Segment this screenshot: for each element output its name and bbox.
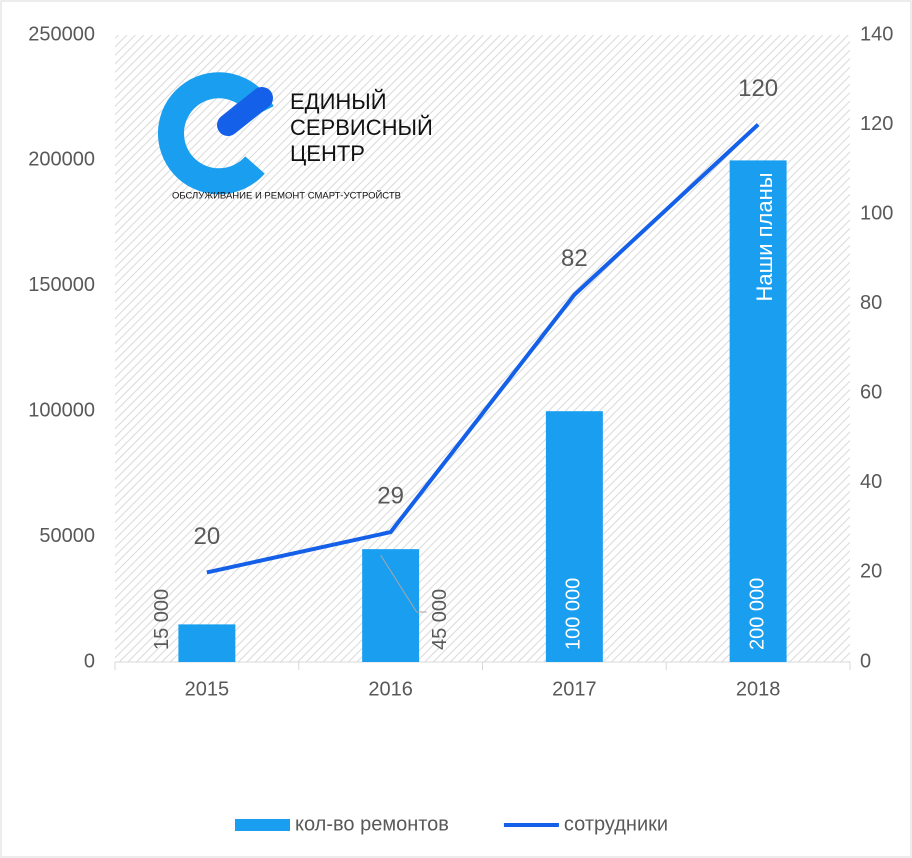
logo-text: ЕДИНЫЙ [290,89,387,114]
y2-tick-label: 60 [860,382,882,404]
y2-tick-label: 140 [860,23,893,45]
x-tick-label: 2017 [552,678,597,700]
leader-line [380,554,427,613]
logo-text: ЦЕНТР [290,141,365,166]
data-label: 29 [377,482,404,509]
bar [178,624,236,662]
y-tick-label: 0 [84,650,95,672]
x-tick-label: 2018 [736,678,781,700]
logo: ЕДИНЫЙ СЕРВИСНЫЙ ЦЕНТР ОБСЛУЖИВАНИЕ И РЕ… [158,72,433,202]
y-tick-label: 50000 [39,525,95,547]
bar [362,549,420,662]
annotation: Наши планы [752,172,777,301]
data-label: 15 000 [151,589,173,650]
legend-swatch [235,819,290,831]
bar [545,411,603,662]
bar [729,160,787,662]
plot-area [115,35,850,662]
y-tick-label: 100000 [28,399,95,421]
y2-tick-label: 0 [860,650,871,672]
legend-label: сотрудники [564,813,668,835]
y-tick-label: 250000 [28,23,95,45]
data-label: 200 000 [746,578,768,650]
y2-tick-label: 40 [860,471,882,493]
legend-label: кол-во ремонтов [295,813,449,835]
data-label: 100 000 [563,578,585,650]
data-label: 20 [194,523,221,550]
y2-tick-label: 100 [860,202,893,224]
y-tick-label: 150000 [28,274,95,296]
y2-tick-label: 80 [860,292,882,314]
y-tick-label: 200000 [28,149,95,171]
y2-tick-label: 120 [860,113,893,135]
x-tick-label: 2016 [368,678,413,700]
line [206,123,760,575]
y2-tick-label: 20 [860,561,882,583]
data-label: 45 000 [429,589,451,650]
data-label: 120 [738,75,778,102]
logo-ring [158,72,274,195]
x-tick-label: 2015 [185,678,230,700]
data-label: 82 [561,245,588,272]
logo-stroke [217,87,273,136]
logo-text: СЕРВИСНЫЙ [290,115,433,140]
logo-tagline: ОБСЛУЖИВАНИЕ И РЕМОНТ СМАРТ-УСТРОЙСТВ [172,190,401,202]
